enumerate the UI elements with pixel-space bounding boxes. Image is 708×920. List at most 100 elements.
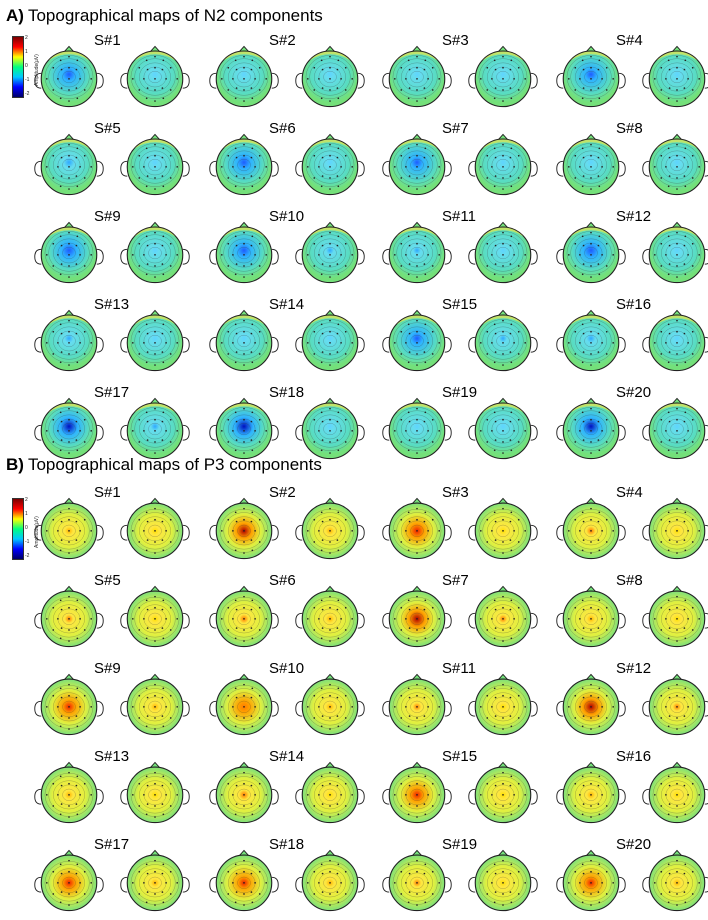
- electrode-dot: [143, 342, 145, 344]
- electrode-dot: [598, 411, 601, 414]
- electrode-dot: [494, 891, 497, 893]
- electrode-dot: [258, 694, 261, 697]
- frontal-positive-region: [134, 315, 176, 325]
- right-ear: [444, 876, 452, 893]
- electrode-dot: [683, 715, 686, 717]
- electrode-dot: [131, 706, 134, 708]
- electrode-dot: [254, 166, 256, 168]
- electrode-dot: [581, 813, 584, 816]
- electrode-dot: [344, 805, 347, 807]
- electrode-dot: [143, 530, 145, 532]
- nose: [325, 673, 335, 680]
- electrode-dot: [162, 235, 165, 238]
- electrode-dot: [684, 185, 687, 188]
- electrode-dot: [145, 361, 148, 364]
- electrode-dot: [479, 342, 482, 344]
- electrode-dot: [243, 254, 245, 256]
- contour-line: [237, 247, 251, 259]
- electrode-dot: [509, 156, 512, 159]
- electrode-dot: [517, 629, 520, 631]
- electrode-dot: [683, 539, 686, 541]
- electrode-dot: [691, 629, 694, 631]
- electrode-dot: [513, 530, 515, 532]
- electrode-dot: [598, 511, 601, 514]
- electrode-dot: [509, 332, 512, 335]
- electrode-dot: [154, 805, 156, 807]
- electrode-dot: [75, 803, 78, 805]
- electrode-dot: [684, 323, 687, 326]
- electrode-dot: [234, 235, 237, 238]
- nose: [412, 397, 422, 404]
- electrode-dot: [68, 805, 70, 807]
- electrode-dot: [684, 235, 687, 238]
- electrode-dot: [235, 439, 238, 441]
- frontal-positive-region: [570, 315, 612, 325]
- electrode-dot: [76, 863, 79, 866]
- electrode-dot: [344, 606, 347, 609]
- electrode-dot: [574, 177, 577, 179]
- electrode-dot: [320, 323, 323, 326]
- electrode-dot: [612, 342, 615, 344]
- electrode-dot: [423, 872, 426, 875]
- electrode-dot: [162, 273, 165, 276]
- electrode-dot: [683, 420, 686, 423]
- contour-line: [396, 322, 438, 360]
- electrode-dot: [509, 539, 512, 541]
- electrode-dot: [510, 637, 513, 640]
- electrode-dot: [60, 175, 63, 177]
- electrode-dot: [329, 231, 331, 234]
- contour-line: [223, 600, 265, 638]
- left-ear: [468, 72, 476, 89]
- frontal-positive-region: [656, 139, 698, 149]
- contour-line: [396, 600, 438, 638]
- electrode-dot: [254, 706, 256, 708]
- electrode-dot: [427, 618, 429, 620]
- topomap-right: [295, 133, 365, 196]
- subject-cell: S#10: [205, 206, 375, 292]
- electrode-dot: [76, 725, 79, 728]
- right-ear: [357, 160, 365, 177]
- electrode-dot: [667, 725, 670, 728]
- electrode-dot: [52, 89, 55, 91]
- electrode-dot: [408, 263, 411, 265]
- contour-line: [482, 58, 524, 96]
- electrode-dot: [321, 891, 324, 893]
- electrode-dot: [234, 813, 237, 816]
- electrode-dot: [60, 520, 63, 523]
- electrode-dot: [479, 882, 482, 884]
- electrode-dot: [146, 872, 149, 875]
- subject-label: S#13: [94, 748, 130, 765]
- electrode-dot: [68, 319, 70, 322]
- electrode-dot: [336, 803, 339, 805]
- electrode-dot: [502, 166, 504, 168]
- electrode-dot: [424, 59, 427, 62]
- electrode-dot: [653, 706, 656, 708]
- electrode-dot: [329, 330, 331, 333]
- electrode-dot: [79, 794, 81, 796]
- electrode-dot: [52, 353, 55, 355]
- contour-line: [148, 423, 162, 435]
- electrode-dot: [590, 541, 592, 543]
- frontal-positive-region: [482, 227, 524, 237]
- electrode-dot: [493, 449, 496, 452]
- electrode-dot: [234, 185, 237, 188]
- electrode-dot: [684, 361, 687, 364]
- electrode-dot: [676, 683, 678, 686]
- electrode-dot: [676, 441, 678, 443]
- electrode-dot: [154, 276, 156, 278]
- electrode-dot: [265, 430, 268, 432]
- electrode-dot: [232, 706, 234, 708]
- electrode-dot: [251, 235, 254, 238]
- electrode-dot: [154, 254, 156, 256]
- right-ear: [96, 160, 104, 177]
- electrode-dot: [227, 717, 230, 719]
- electrode-dot: [329, 552, 331, 554]
- electrode-dot: [405, 342, 407, 344]
- contour-line: [410, 612, 424, 625]
- electrode-dot: [502, 805, 504, 807]
- frontal-positive-region: [223, 227, 265, 237]
- electrode-dot: [668, 627, 671, 629]
- electrode-dot: [243, 364, 245, 366]
- electrode-dot: [567, 78, 570, 80]
- electrode-dot: [321, 784, 324, 787]
